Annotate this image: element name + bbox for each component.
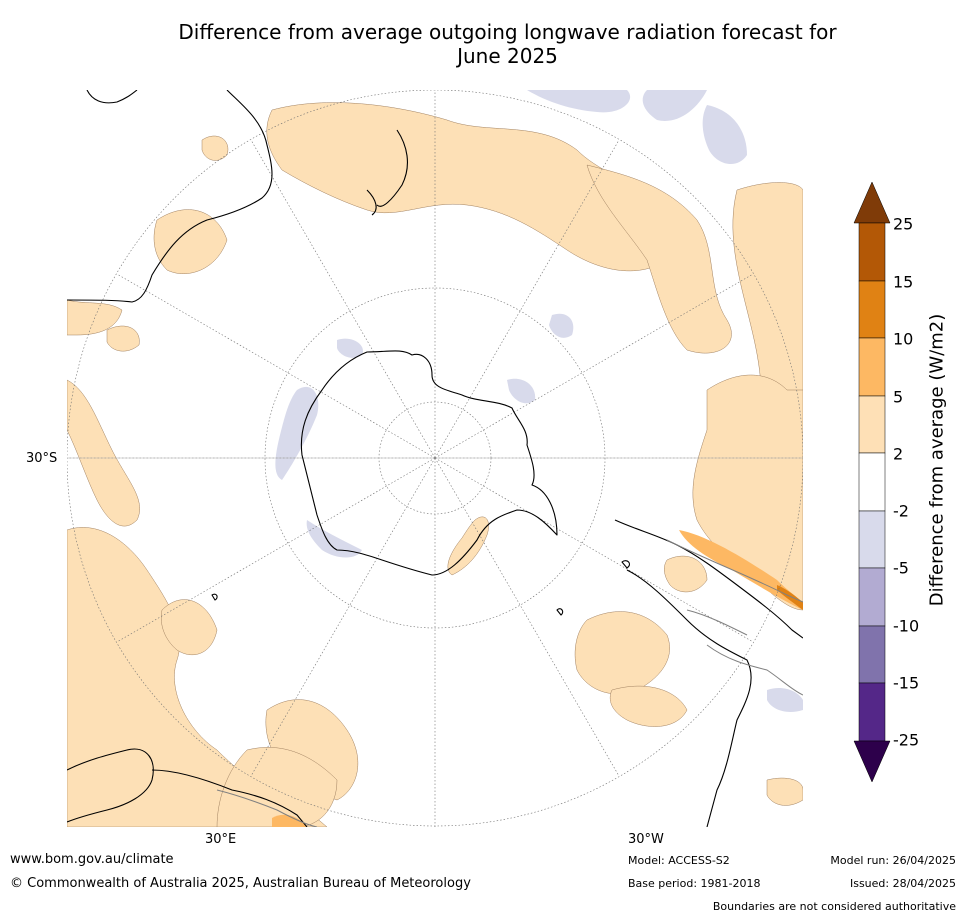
colorbar-tick-10: 10 (893, 329, 914, 349)
colorbar-tick-5: 5 (893, 387, 904, 407)
title-line-1: Difference from average outgoing longwav… (178, 20, 837, 44)
colorbar-extend-low (853, 740, 891, 783)
colorbar-tick-m5: -5 (893, 558, 909, 578)
colorbar-tick-2: 2 (893, 444, 904, 464)
colorbar-bin-15-25 (858, 222, 886, 282)
negative-anomaly-regions (275, 90, 803, 712)
colorbar-bin-10-15 (858, 280, 886, 339)
colorbar-title: Difference from average (W/m2) (926, 313, 948, 607)
political-boundaries (216, 539, 803, 827)
lon-label-30w: 30°W (628, 832, 664, 847)
footer-model: Model: ACCESS-S2 (628, 854, 730, 867)
lon-label-30e: 30°E (205, 832, 237, 847)
colorbar-bin-m15-m10 (858, 625, 886, 684)
coastlines (67, 90, 803, 827)
colorbar-bin-m5-m2 (858, 510, 886, 569)
colorbar-tick-m15: -15 (893, 673, 920, 693)
colorbar-bin-m10-m5 (858, 567, 886, 627)
strong-positive-patches (272, 530, 803, 827)
footer-url[interactable]: www.bom.gov.au/climate (10, 852, 174, 867)
colorbar-tick-m25: -25 (893, 730, 920, 750)
chart-title: Difference from average outgoing longwav… (60, 20, 955, 68)
colorbar-bin-5-10 (858, 337, 886, 397)
colorbar-tick-m10: -10 (893, 616, 920, 636)
colorbar-bin-m25-m15 (858, 682, 886, 742)
polar-map (67, 90, 803, 827)
colorbar-extend-high (853, 181, 891, 224)
footer-copyright: © Commonwealth of Australia 2025, Austra… (10, 876, 471, 891)
footer-base-period: Base period: 1981-2018 (628, 877, 761, 890)
colorbar-bin-2-5 (858, 395, 886, 454)
positive-anomaly-regions (67, 102, 803, 827)
title-line-2: June 2025 (457, 44, 558, 68)
colorbar (853, 181, 891, 783)
footer-issued: Issued: 28/04/2025 (849, 877, 956, 890)
footer-disclaimer: Boundaries are not considered authoritat… (712, 900, 956, 913)
footer-model-run: Model run: 26/04/2025 (830, 854, 956, 867)
colorbar-bin-neutral (858, 452, 886, 512)
lat-label-30s: 30°S (26, 451, 58, 466)
colorbar-tick-15: 15 (893, 272, 914, 292)
colorbar-tick-25: 25 (893, 214, 914, 234)
colorbar-tick-m2: -2 (893, 501, 909, 521)
